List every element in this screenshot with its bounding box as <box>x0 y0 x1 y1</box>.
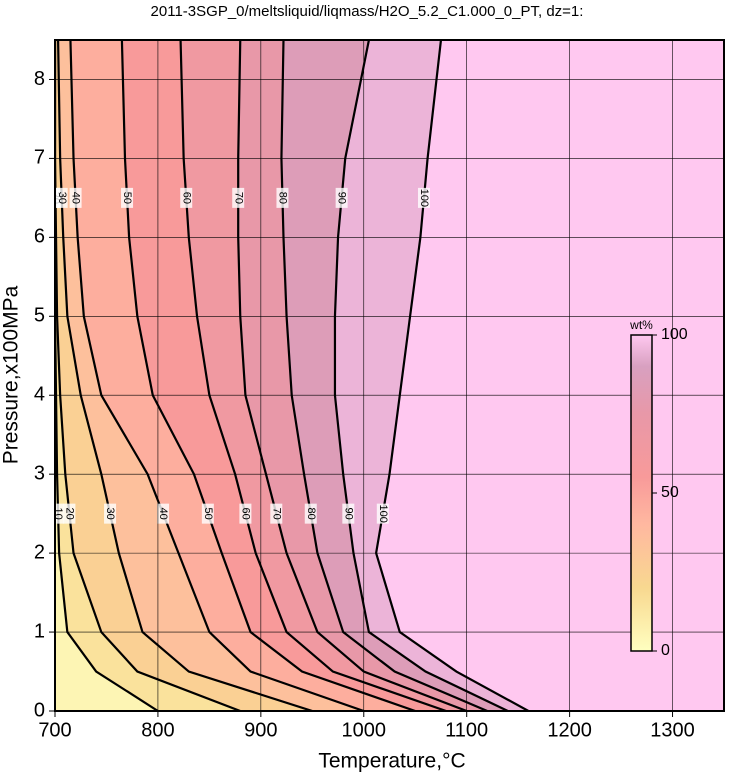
colorbar-tick-label: 0 <box>661 642 670 659</box>
plot-area: 1010202030304040505060607070808090901001… <box>52 40 724 711</box>
contour-label-bg <box>63 503 76 524</box>
contour-label: 40 <box>157 508 169 520</box>
contour-label: 80 <box>277 192 289 204</box>
contour-label-bg <box>276 187 289 208</box>
colorbar-tick-label: 100 <box>661 326 688 343</box>
contour-label-bg <box>417 187 430 208</box>
contour-label: 70 <box>270 508 282 520</box>
contour-label: 60 <box>180 192 192 204</box>
contour-label: 90 <box>342 508 354 520</box>
contour-label: 60 <box>240 508 252 520</box>
x-tick-label: 1300 <box>650 719 695 741</box>
y-tick-label: 4 <box>34 384 45 406</box>
y-tick-label: 1 <box>34 620 45 642</box>
contour-fill <box>55 40 364 711</box>
x-tick-label: 900 <box>244 719 277 741</box>
contour-label-bg <box>342 503 355 524</box>
contour-label-bg <box>55 503 65 524</box>
contour-label: 20 <box>64 508 76 520</box>
y-tick-label: 8 <box>34 68 45 90</box>
y-tick-label: 5 <box>34 305 45 327</box>
x-tick-label: 1100 <box>445 719 488 741</box>
x-axis-label: Temperature,°C <box>318 750 465 773</box>
contour-label-bg <box>376 503 389 524</box>
contour-label: 70 <box>232 192 244 204</box>
contour-label-bg <box>69 187 82 208</box>
contour-label-bg <box>304 503 317 524</box>
x-tick-label: 700 <box>38 719 71 741</box>
contour-label: 100 <box>377 504 389 522</box>
x-tick-label: 1000 <box>342 719 387 741</box>
contour-label: 30 <box>56 192 68 204</box>
contour-label-bg <box>201 503 214 524</box>
contour-label-bg <box>270 503 283 524</box>
contour-label-bg <box>180 187 193 208</box>
contour-label: 80 <box>305 508 317 520</box>
contour-label: 50 <box>202 508 214 520</box>
x-tick-label: 800 <box>141 719 174 741</box>
y-tick-label: 7 <box>34 147 45 169</box>
y-axis-label: Pressure,x100MPa <box>0 285 23 464</box>
contour-label: 90 <box>336 192 348 204</box>
x-tick-label: 1200 <box>547 719 592 741</box>
y-tick-label: 3 <box>34 462 45 484</box>
contour-label-bg <box>157 503 170 524</box>
contour-line <box>55 40 159 711</box>
contour-label-bg <box>121 187 134 208</box>
contour-label-bg <box>335 187 348 208</box>
plot-frame <box>54 39 725 712</box>
contour-label-bg <box>104 503 117 524</box>
contour-label-bg <box>232 187 245 208</box>
contour-label: 100 <box>418 189 430 207</box>
contour-fill <box>55 40 158 711</box>
contour-label: 10 <box>52 508 64 520</box>
colorbar-label: wt% <box>629 318 653 332</box>
y-tick-label: 0 <box>34 699 45 721</box>
colorbar <box>630 334 653 652</box>
contour-label-bg <box>55 187 68 208</box>
contour-label: 40 <box>70 192 82 204</box>
chart-title: 2011-3SGP_0/meltsliquid/liqmass/H2O_5.2_… <box>151 3 584 20</box>
contour-label: 50 <box>121 192 133 204</box>
y-tick-label: 2 <box>34 541 45 563</box>
colorbar-tick-label: 50 <box>661 484 679 501</box>
contour-label: 30 <box>104 508 116 520</box>
contour-label-bg <box>239 503 252 524</box>
y-tick-label: 6 <box>34 226 45 248</box>
